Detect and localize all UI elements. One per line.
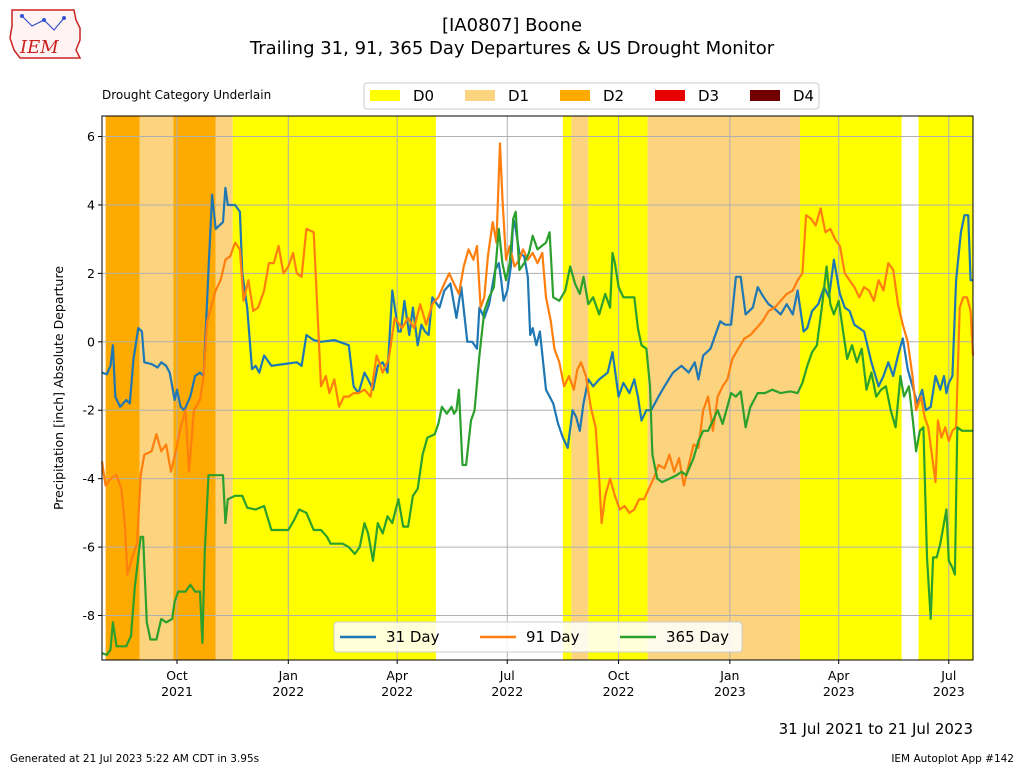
drought-legend-swatch <box>750 90 780 101</box>
chart-title-line1: [IA0807] Boone <box>442 15 582 36</box>
logo-dot-icon <box>42 18 46 22</box>
drought-legend-label: D3 <box>698 87 719 105</box>
series-legend-frame <box>333 621 743 653</box>
grid-lines <box>102 116 973 660</box>
drought-legend-label: D4 <box>793 87 814 105</box>
x-tick-label-month: Jan <box>278 668 298 683</box>
drought-bands <box>105 116 973 660</box>
x-tick-label-year: 2023 <box>933 684 965 699</box>
x-tick-label-year: 2022 <box>491 684 523 699</box>
x-tick-label-year: 2022 <box>603 684 635 699</box>
drought-legend-swatch <box>560 90 590 101</box>
y-tick-label: 0 <box>87 334 95 349</box>
logo-dot-icon <box>20 14 24 18</box>
footer-app: IEM Autoplot App #142 <box>891 753 1014 765</box>
x-tick-label-month: Apr <box>386 668 408 683</box>
x-tick-label-year: 2023 <box>823 684 855 699</box>
drought-band <box>571 116 589 660</box>
plot-frame <box>101 115 974 661</box>
drought-legend-swatch <box>465 90 495 101</box>
y-tick-label: 2 <box>87 266 95 281</box>
y-tick-label: -8 <box>83 608 96 623</box>
y-tick-label: -4 <box>83 471 96 486</box>
x-tick-label-year: 2023 <box>714 684 746 699</box>
series-line <box>101 210 973 656</box>
x-tick-label-month: Oct <box>608 668 630 683</box>
drought-band <box>215 116 233 660</box>
x-tick-label-month: Apr <box>828 668 850 683</box>
logo-dot-icon <box>62 16 66 20</box>
footer-generated: Generated at 21 Jul 2023 5:22 AM CDT in … <box>10 753 259 765</box>
x-tick-label-month: Jan <box>719 668 739 683</box>
date-range: 31 Jul 2021 to 21 Jul 2023 <box>779 720 973 738</box>
drought-legend: D0 D1 D2 D3 D4 <box>363 82 820 110</box>
series-line <box>100 142 975 576</box>
series-line <box>101 186 973 449</box>
y-axis-label: Precipitation [inch] Absolute Departure <box>51 266 66 510</box>
y-axis: 6 4 2 0 -2 -4 -6 -8 <box>83 129 102 623</box>
drought-legend-swatch <box>655 90 685 101</box>
drought-band <box>105 116 140 660</box>
y-tick-label: -6 <box>83 540 96 555</box>
drought-band <box>173 116 216 660</box>
series-legend-label: 31 Day <box>386 628 440 646</box>
x-tick-label-month: Jul <box>499 668 515 683</box>
logo-text: IEM <box>19 37 59 58</box>
drought-legend-swatch <box>370 90 400 101</box>
iem-logo: IEM <box>9 9 82 59</box>
x-tick-label-month: Jul <box>940 668 956 683</box>
drought-legend-label: D1 <box>508 87 529 105</box>
chart-title-line2: Trailing 31, 91, 365 Day Departures & US… <box>249 38 775 59</box>
drought-band <box>562 116 572 660</box>
x-tick-label-year: 2022 <box>272 684 304 699</box>
drought-band <box>647 116 801 660</box>
y-tick-label: -2 <box>83 403 95 418</box>
series-legend-label: 91 Day <box>526 628 580 646</box>
y-tick-label: 4 <box>87 197 95 212</box>
series-legend: 31 Day 91 Day 365 Day <box>333 621 743 653</box>
x-tick-label-month: Oct <box>166 668 188 683</box>
drought-category-label: Drought Category Underlain <box>102 88 271 102</box>
y-tick-label: 6 <box>87 129 95 144</box>
x-tick-label-year: 2022 <box>381 684 413 699</box>
x-axis: Oct2021Jan2022Apr2022Jul2022Oct2022Jan20… <box>161 660 965 699</box>
series-lines <box>100 142 975 656</box>
drought-legend-frame <box>363 82 820 110</box>
series-legend-label: 365 Day <box>666 628 729 646</box>
drought-legend-label: D0 <box>413 87 434 105</box>
drought-band <box>232 116 436 660</box>
x-tick-label-year: 2021 <box>161 684 193 699</box>
drought-legend-label: D2 <box>603 87 624 105</box>
